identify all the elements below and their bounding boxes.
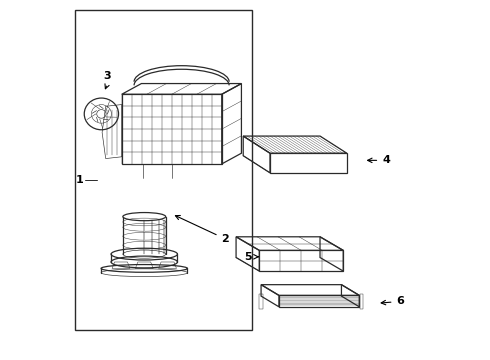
Bar <box>75 10 252 330</box>
Bar <box>360 294 363 309</box>
Text: 4: 4 <box>368 156 390 165</box>
Text: 6: 6 <box>381 296 404 306</box>
Text: 3: 3 <box>104 71 111 81</box>
Bar <box>259 294 263 309</box>
Text: 5: 5 <box>244 252 258 262</box>
Text: 1: 1 <box>76 175 84 185</box>
Text: 2: 2 <box>175 216 229 244</box>
